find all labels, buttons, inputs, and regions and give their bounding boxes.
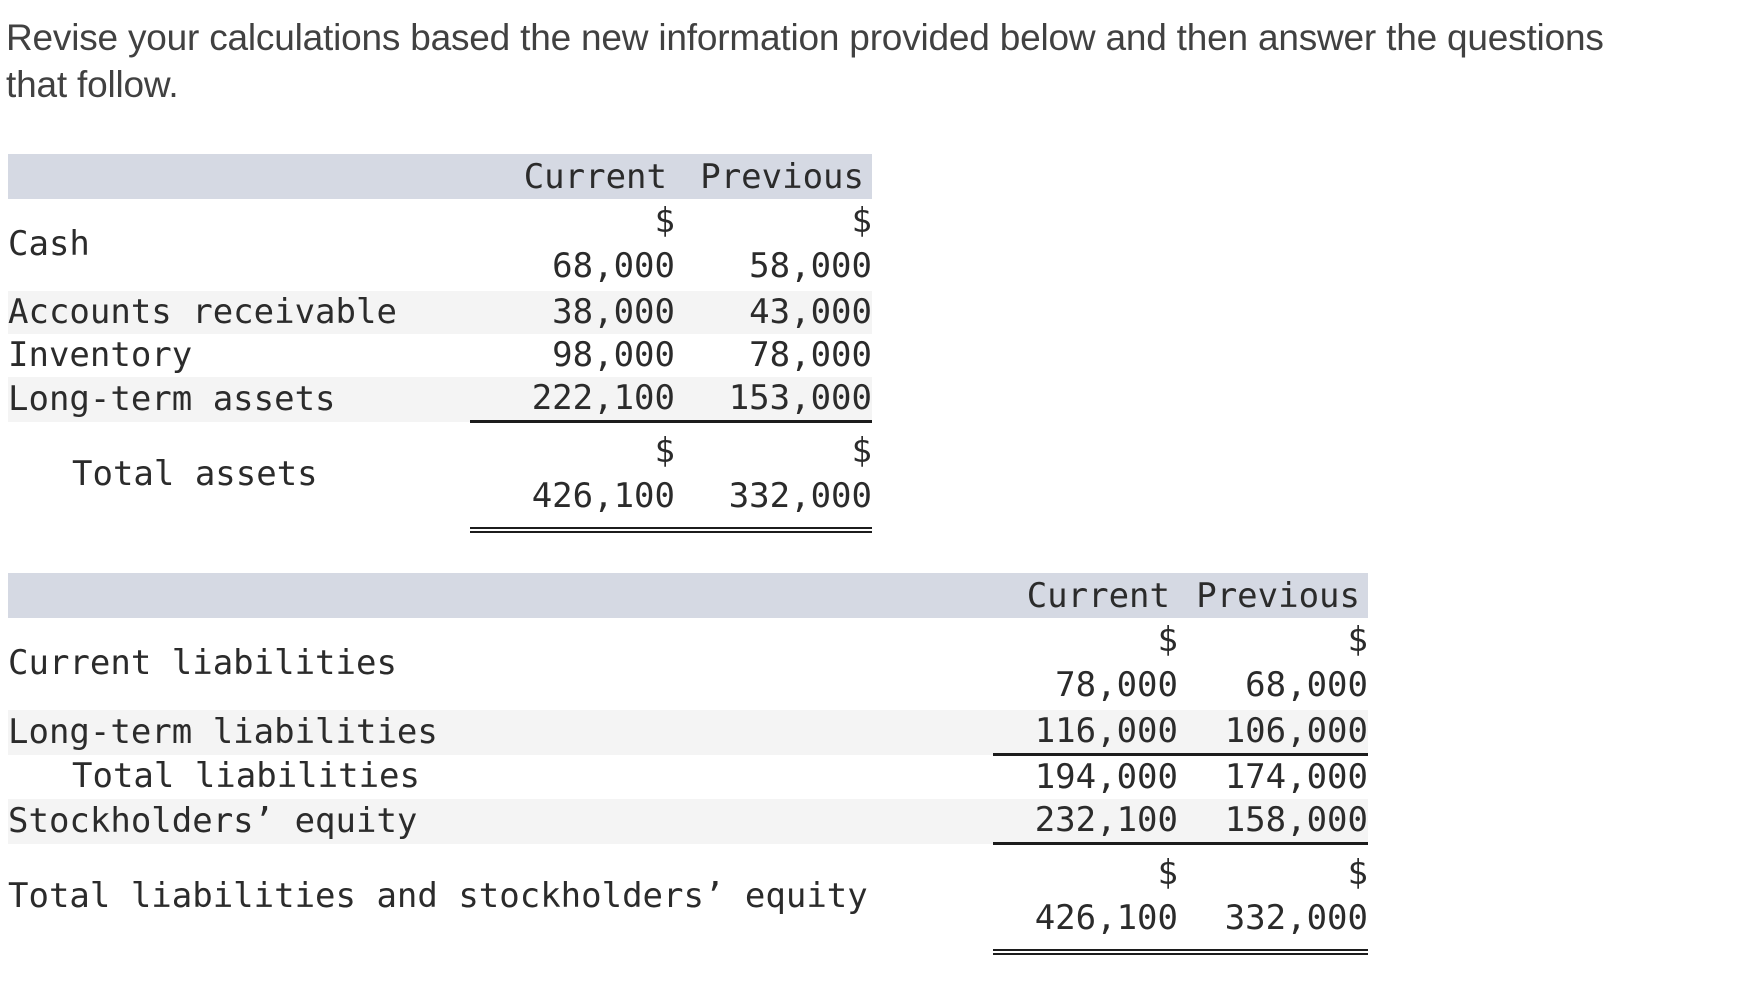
row-label: Long-term liabilities [8, 710, 993, 755]
current-value: 68,000 [552, 246, 675, 286]
total-liab-equity-current-cell: $ 426,100 [993, 843, 1178, 955]
table-row-long-term-assets: Long-term assets 222,100 153,000 [8, 377, 872, 423]
table-row-total-liabilities-and-equity: Total liabilities and stockholders’ equi… [8, 843, 1368, 955]
dollar-sign: $ [1157, 853, 1178, 893]
previous-value: 106,000 [1178, 710, 1368, 756]
previous-value: 158,000 [1178, 799, 1368, 845]
row-label: Stockholders’ equity [8, 799, 993, 844]
previous-value: 58,000 [749, 246, 872, 286]
row-label: Inventory [8, 335, 193, 375]
previous-value: 43,000 [675, 291, 872, 334]
previous-value: 153,000 [675, 377, 872, 423]
row-label: Accounts receivable [8, 291, 470, 334]
dollar-sign: $ [654, 201, 675, 241]
instruction-text: Revise your calculations based the new i… [6, 17, 1604, 105]
liabilities-header-row: Current Previous [8, 573, 1368, 618]
total-liab-equity-previous-cell: $ 332,000 [1178, 843, 1368, 955]
liabilities-header-previous: Previous [1178, 573, 1368, 618]
current-value: 426,100 [1034, 898, 1178, 938]
previous-value: 174,000 [1224, 757, 1368, 797]
row-label: Total assets [72, 454, 318, 495]
liabilities-header-spacer [8, 573, 993, 618]
current-value: 426,100 [531, 476, 675, 516]
total-assets-previous-cell: $ 332,000 [675, 421, 872, 533]
current-value: 222,100 [470, 377, 675, 423]
previous-value: 78,000 [749, 335, 872, 375]
current-value: 38,000 [470, 291, 675, 334]
current-liabilities-previous-cell: $ 68,000 [1178, 618, 1368, 710]
assets-header-row: Current Previous [8, 154, 872, 199]
table-row-stockholders-equity: Stockholders’ equity 232,100 158,000 [8, 799, 1368, 845]
table-row-total-liabilities: Total liabilities 194,000 174,000 [8, 755, 1368, 800]
assets-header-current: Current [470, 154, 675, 199]
dollar-sign: $ [851, 431, 872, 471]
row-label: Long-term assets [8, 377, 470, 422]
previous-value: 332,000 [1224, 898, 1368, 938]
row-label: Total liabilities and stockholders’ equi… [8, 876, 868, 917]
row-label: Current liabilities [8, 642, 397, 683]
row-label: Total liabilities [72, 756, 420, 797]
table-row-cash: Cash $ 68,000 $ 58,000 [8, 199, 872, 291]
assets-header-previous: Previous [675, 154, 872, 199]
table-row-inventory: Inventory 98,000 78,000 [8, 334, 872, 377]
dollar-sign: $ [654, 431, 675, 471]
table-row-accounts-receivable: Accounts receivable 38,000 43,000 [8, 291, 872, 334]
assets-header-spacer [8, 154, 470, 199]
current-liabilities-current-cell: $ 78,000 [993, 618, 1178, 710]
current-value: 98,000 [552, 335, 675, 375]
assets-table: Current Previous Cash $ 68,000 $ 58,000 … [8, 154, 872, 533]
current-value: 78,000 [1055, 665, 1178, 705]
previous-value: 68,000 [1245, 665, 1368, 705]
table-row-current-liabilities: Current liabilities $ 78,000 $ 68,000 [8, 618, 1368, 710]
previous-value: 332,000 [728, 476, 872, 516]
table-row-long-term-liabilities: Long-term liabilities 116,000 106,000 [8, 710, 1368, 756]
current-value: 116,000 [993, 710, 1178, 756]
cash-previous-cell: $ 58,000 [675, 199, 872, 291]
dollar-sign: $ [851, 201, 872, 241]
liabilities-header-current: Current [993, 573, 1178, 618]
cash-current-cell: $ 68,000 [470, 199, 675, 291]
total-assets-current-cell: $ 426,100 [470, 421, 675, 533]
current-value: 232,100 [993, 799, 1178, 845]
current-value: 194,000 [1034, 757, 1178, 797]
row-label: Cash [8, 223, 90, 264]
table-row-total-assets: Total assets $ 426,100 $ 332,000 [8, 421, 872, 533]
dollar-sign: $ [1347, 853, 1368, 893]
liabilities-table: Current Previous Current liabilities $ 7… [8, 573, 1368, 955]
dollar-sign: $ [1347, 620, 1368, 660]
dollar-sign: $ [1157, 620, 1178, 660]
